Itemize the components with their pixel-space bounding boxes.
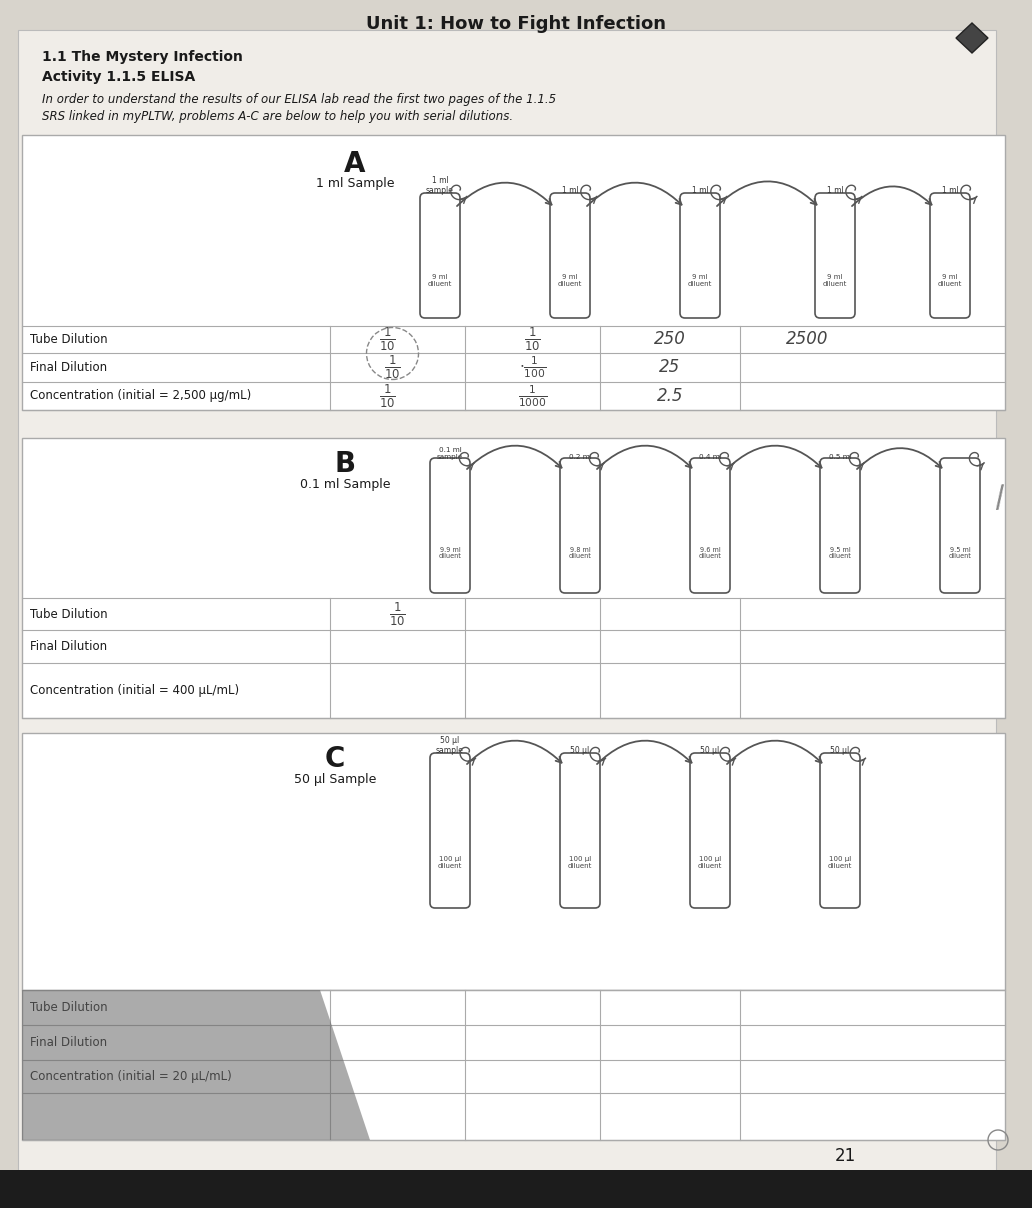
Text: Concentration (initial = 400 μL/mL): Concentration (initial = 400 μL/mL) (30, 684, 239, 697)
Text: 9 ml
diluent: 9 ml diluent (938, 274, 962, 288)
Text: 1 ml: 1 ml (941, 186, 959, 194)
Polygon shape (956, 23, 988, 53)
Text: 1.1 The Mystery Infection: 1.1 The Mystery Infection (42, 50, 243, 64)
Text: 250: 250 (654, 331, 686, 348)
Text: 9.5 ml
diluent: 9.5 ml diluent (829, 546, 851, 559)
Text: Final Dilution: Final Dilution (30, 640, 107, 654)
Text: Tube Dilution: Tube Dilution (30, 333, 107, 345)
Text: 1 ml Sample: 1 ml Sample (316, 178, 394, 190)
FancyBboxPatch shape (690, 458, 730, 593)
Text: 0.4 ml: 0.4 ml (699, 454, 721, 460)
Text: Concentration (initial = 20 μL/mL): Concentration (initial = 20 μL/mL) (30, 1070, 232, 1084)
FancyBboxPatch shape (22, 439, 1005, 718)
Text: B: B (334, 451, 356, 478)
Text: Tube Dilution: Tube Dilution (30, 608, 107, 621)
FancyBboxPatch shape (22, 135, 1005, 410)
Text: 1 ml: 1 ml (827, 186, 843, 194)
Text: C: C (325, 745, 345, 773)
Text: 1 ml
sample: 1 ml sample (426, 175, 454, 194)
FancyBboxPatch shape (815, 193, 854, 318)
Text: 9 ml
diluent: 9 ml diluent (823, 274, 847, 288)
Text: 50 μl: 50 μl (701, 747, 719, 755)
FancyBboxPatch shape (560, 458, 600, 593)
FancyBboxPatch shape (420, 193, 460, 318)
Text: 0.1 ml
sample: 0.1 ml sample (437, 447, 463, 460)
Text: 50 μl: 50 μl (831, 747, 849, 755)
Text: SRS linked in myPLTW, problems A-C are below to help you with serial dilutions.: SRS linked in myPLTW, problems A-C are b… (42, 110, 513, 123)
Text: $\frac{1}{10}$: $\frac{1}{10}$ (524, 326, 541, 353)
Text: 2.5: 2.5 (656, 387, 683, 405)
FancyBboxPatch shape (820, 753, 860, 908)
Text: 25: 25 (659, 359, 681, 377)
Text: In order to understand the results of our ELISA lab read the first two pages of : In order to understand the results of ou… (42, 93, 556, 106)
Text: 100 μl
diluent: 100 μl diluent (438, 856, 462, 869)
Text: /: / (994, 483, 1006, 513)
Text: 2500: 2500 (786, 331, 829, 348)
Text: A: A (345, 150, 365, 178)
Text: 1 ml: 1 ml (691, 186, 708, 194)
Text: Final Dilution: Final Dilution (30, 361, 107, 374)
Text: 100 μl
diluent: 100 μl diluent (568, 856, 592, 869)
Text: $\frac{1}{10}$: $\frac{1}{10}$ (379, 326, 396, 353)
Text: 9 ml
diluent: 9 ml diluent (428, 274, 452, 288)
Text: 9.6 ml
diluent: 9.6 ml diluent (699, 546, 721, 559)
Text: Unit 1: How to Fight Infection: Unit 1: How to Fight Infection (366, 14, 666, 33)
Text: Tube Dilution: Tube Dilution (30, 1001, 107, 1014)
Text: 9.9 ml
diluent: 9.9 ml diluent (439, 546, 461, 559)
Text: 9.8 ml
diluent: 9.8 ml diluent (569, 546, 591, 559)
Text: Concentration (initial = 2,500 μg/mL): Concentration (initial = 2,500 μg/mL) (30, 389, 251, 402)
FancyBboxPatch shape (560, 753, 600, 908)
Text: 0.2 ml: 0.2 ml (569, 454, 591, 460)
FancyBboxPatch shape (430, 753, 470, 908)
Text: $\frac{1}{10}$: $\frac{1}{10}$ (384, 354, 400, 382)
Text: 9 ml
diluent: 9 ml diluent (558, 274, 582, 288)
Text: $\frac{1}{10}$: $\frac{1}{10}$ (389, 600, 406, 628)
Text: 0.5 ml: 0.5 ml (829, 454, 851, 460)
Text: 100 μl
diluent: 100 μl diluent (828, 856, 852, 869)
FancyBboxPatch shape (930, 193, 970, 318)
FancyBboxPatch shape (550, 193, 590, 318)
Text: $\frac{1}{10}$: $\frac{1}{10}$ (379, 382, 396, 410)
FancyBboxPatch shape (430, 458, 470, 593)
Text: $\frac{1}{1000}$: $\frac{1}{1000}$ (518, 383, 547, 408)
Text: Final Dilution: Final Dilution (30, 1036, 107, 1049)
FancyBboxPatch shape (690, 753, 730, 908)
Text: 21: 21 (835, 1148, 856, 1165)
FancyBboxPatch shape (820, 458, 860, 593)
Text: 50 μl
sample: 50 μl sample (437, 736, 464, 755)
Text: 50 μl: 50 μl (571, 747, 589, 755)
Text: Activity 1.1.5 ELISA: Activity 1.1.5 ELISA (42, 70, 195, 85)
FancyBboxPatch shape (940, 458, 980, 593)
FancyBboxPatch shape (22, 733, 1005, 991)
Text: 0.1 ml Sample: 0.1 ml Sample (299, 478, 390, 490)
FancyBboxPatch shape (22, 991, 1005, 1140)
Text: 9.5 ml
diluent: 9.5 ml diluent (948, 546, 971, 559)
Text: 100 μl
diluent: 100 μl diluent (698, 856, 722, 869)
Text: $\cdot\frac{1}{100}$: $\cdot\frac{1}{100}$ (519, 355, 546, 381)
Text: 9 ml
diluent: 9 ml diluent (687, 274, 712, 288)
Polygon shape (22, 991, 370, 1140)
FancyBboxPatch shape (18, 30, 996, 1178)
FancyBboxPatch shape (0, 1171, 1032, 1208)
Text: 50 μl Sample: 50 μl Sample (294, 773, 377, 786)
FancyBboxPatch shape (680, 193, 720, 318)
Text: 1 ml: 1 ml (561, 186, 578, 194)
